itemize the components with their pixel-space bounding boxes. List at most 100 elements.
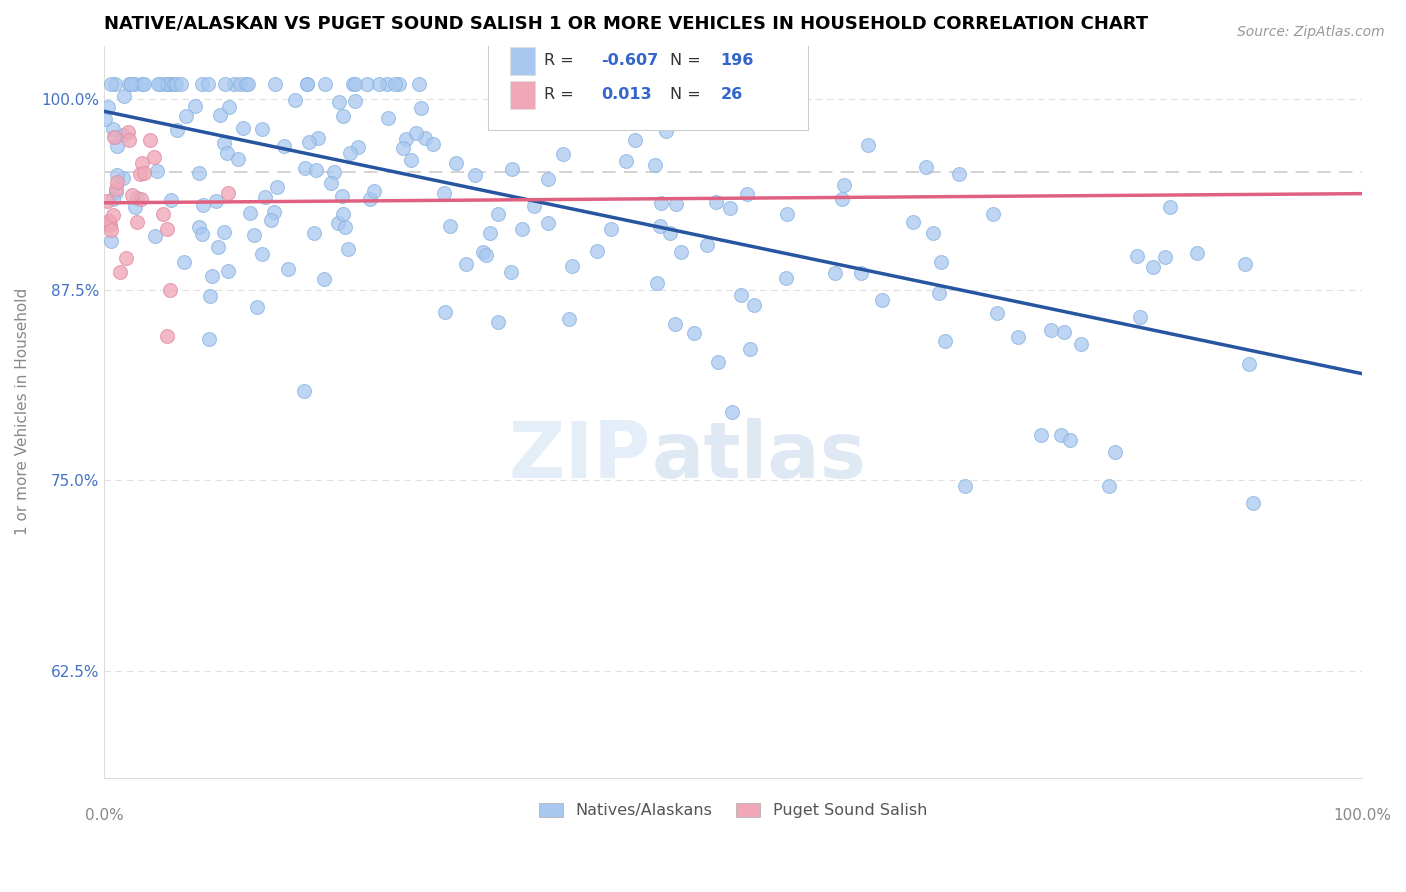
Point (696, 238, 718, 252)
Point (439, 219, 461, 234)
Point (228, 77, 250, 91)
Point (388, 77, 411, 91)
Point (328, 215, 350, 229)
Point (1053, 325, 1076, 339)
Point (246, 301, 269, 315)
Point (201, 268, 224, 283)
Point (1039, 323, 1062, 337)
Point (156, 222, 179, 236)
Point (207, 240, 229, 254)
Point (849, 267, 872, 281)
Point (105, 168, 128, 182)
Point (277, 261, 299, 276)
Point (824, 266, 846, 280)
Point (1241, 496, 1264, 510)
Point (200, 288, 222, 302)
Point (948, 167, 970, 181)
Point (707, 355, 730, 369)
Point (298, 135, 321, 149)
Point (776, 206, 799, 220)
Point (156, 77, 179, 91)
Point (411, 101, 433, 115)
Point (1142, 260, 1164, 275)
Point (105, 175, 128, 189)
Point (120, 77, 142, 91)
FancyBboxPatch shape (488, 38, 808, 130)
Point (319, 177, 342, 191)
Point (184, 99, 207, 113)
Point (96, 194, 118, 209)
Point (928, 286, 950, 301)
Point (548, 88, 571, 103)
Text: N =: N = (671, 87, 706, 103)
Point (226, 152, 249, 166)
FancyBboxPatch shape (510, 47, 536, 75)
Point (921, 227, 943, 241)
Point (235, 77, 257, 91)
Point (1070, 337, 1092, 351)
Point (124, 77, 146, 91)
Point (735, 186, 758, 201)
Point (328, 95, 350, 109)
Point (475, 248, 498, 262)
Point (718, 201, 741, 215)
Point (368, 77, 391, 91)
Point (1185, 245, 1208, 260)
Point (356, 77, 378, 91)
Point (217, 186, 239, 201)
Point (314, 77, 336, 91)
Point (110, 265, 132, 279)
Point (105, 182, 128, 196)
Point (131, 192, 153, 206)
Point (650, 195, 672, 210)
Point (305, 162, 328, 177)
Point (1031, 428, 1053, 442)
Point (214, 77, 236, 91)
Point (1237, 358, 1260, 372)
Text: ZIP: ZIP (509, 417, 651, 494)
Point (152, 207, 174, 221)
Point (464, 168, 486, 182)
Point (1059, 433, 1081, 447)
Point (191, 77, 214, 91)
Point (832, 178, 855, 193)
Point (929, 254, 952, 268)
Point (363, 185, 385, 199)
Point (297, 77, 319, 91)
Point (512, 222, 534, 236)
Point (433, 186, 456, 200)
Point (648, 219, 671, 233)
Point (124, 200, 146, 214)
Point (479, 226, 502, 240)
Point (131, 77, 153, 91)
Point (104, 77, 127, 91)
Point (671, 244, 693, 259)
Point (197, 332, 219, 346)
Point (134, 166, 156, 180)
Point (163, 77, 186, 91)
Point (97, 100, 120, 114)
Point (536, 77, 558, 91)
Point (143, 150, 166, 164)
Point (444, 156, 467, 170)
Point (253, 190, 276, 204)
Text: 0.013: 0.013 (600, 87, 651, 103)
Text: 100.0%: 100.0% (1333, 808, 1391, 823)
Point (232, 120, 254, 135)
Point (981, 207, 1004, 221)
Point (112, 88, 135, 103)
Point (263, 205, 285, 219)
Point (858, 137, 880, 152)
Text: 0.0%: 0.0% (84, 808, 124, 823)
Point (197, 77, 219, 91)
Point (551, 147, 574, 161)
Point (343, 94, 366, 108)
Legend: Natives/Alaskans, Puget Sound Salish: Natives/Alaskans, Puget Sound Salish (533, 797, 934, 825)
Text: N =: N = (671, 54, 706, 69)
Point (335, 219, 357, 234)
Point (901, 215, 924, 229)
Point (157, 77, 180, 91)
Point (94, 112, 117, 126)
Point (266, 180, 288, 194)
Point (174, 109, 197, 123)
